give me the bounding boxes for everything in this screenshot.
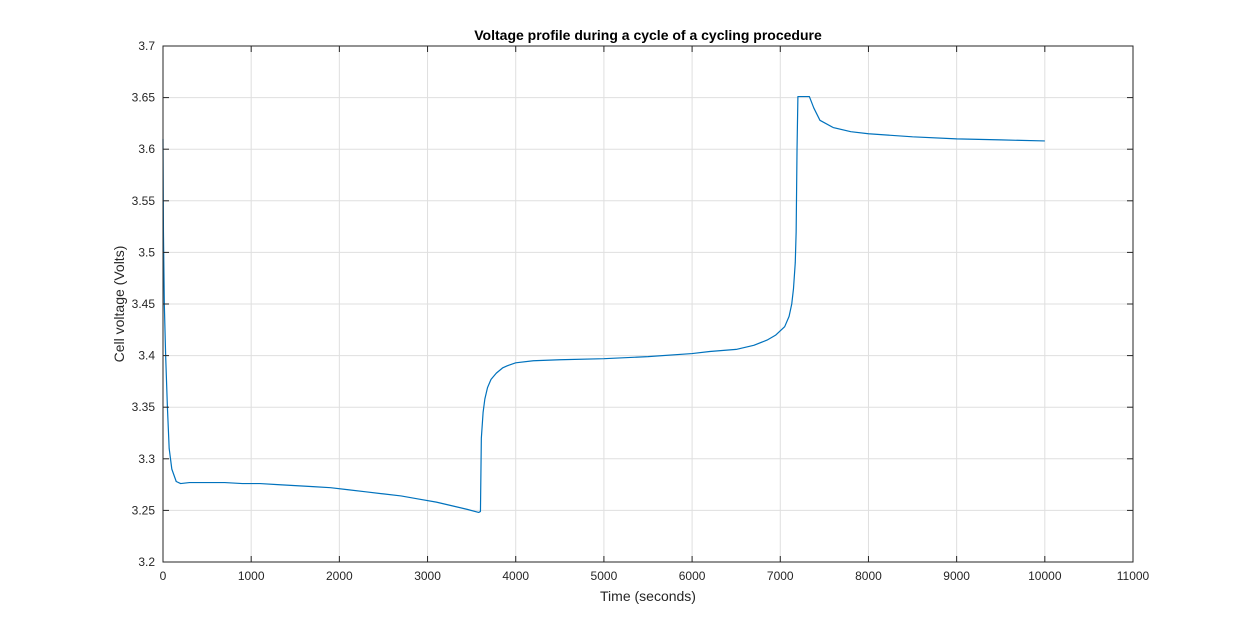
y-tick-label: 3.45 [132, 297, 156, 311]
chart-title: Voltage profile during a cycle of a cycl… [474, 27, 822, 43]
x-tick-label: 11000 [1117, 569, 1150, 583]
y-tick-label: 3.2 [138, 555, 155, 569]
x-tick-label: 5000 [591, 569, 618, 583]
x-tick-label: 4000 [502, 569, 529, 583]
voltage-series-line [162, 95, 1045, 514]
x-tick-label: 1000 [238, 569, 265, 583]
y-tick-label: 3.25 [132, 503, 156, 517]
y-tick-label: 3.35 [132, 400, 156, 414]
y-tick-label: 3.4 [138, 349, 155, 363]
x-tick-label: 10000 [1028, 569, 1062, 583]
x-tick-label: 7000 [767, 569, 794, 583]
y-axis-label: Cell voltage (Volts) [111, 246, 127, 363]
x-tick-label: 6000 [679, 569, 706, 583]
x-tick-label: 0 [160, 569, 167, 583]
tick-marks [162, 45, 1134, 563]
x-tick-label: 8000 [855, 569, 882, 583]
x-axis-label: Time (seconds) [600, 588, 696, 604]
x-tick-label: 9000 [943, 569, 970, 583]
x-tick-labels: 0 1000 2000 3000 4000 5000 6000 7000 8000 9000 100… [160, 569, 1150, 583]
y-tick-labels: 3.2 3.25 3.3 3.35 3.4 3.45 3.5 3.55 3.6 3.65 3.7 [132, 39, 156, 569]
y-tick-label: 3.6 [138, 142, 155, 156]
grid-lines [162, 45, 1134, 563]
y-tick-label: 3.65 [132, 91, 156, 105]
x-tick-label: 2000 [326, 569, 353, 583]
x-tick-label: 3000 [414, 569, 441, 583]
y-tick-label: 3.7 [138, 39, 155, 53]
y-tick-label: 3.55 [132, 194, 156, 208]
y-tick-label: 3.5 [138, 245, 155, 259]
series-layer [162, 95, 1045, 514]
y-tick-label: 3.3 [138, 452, 155, 466]
